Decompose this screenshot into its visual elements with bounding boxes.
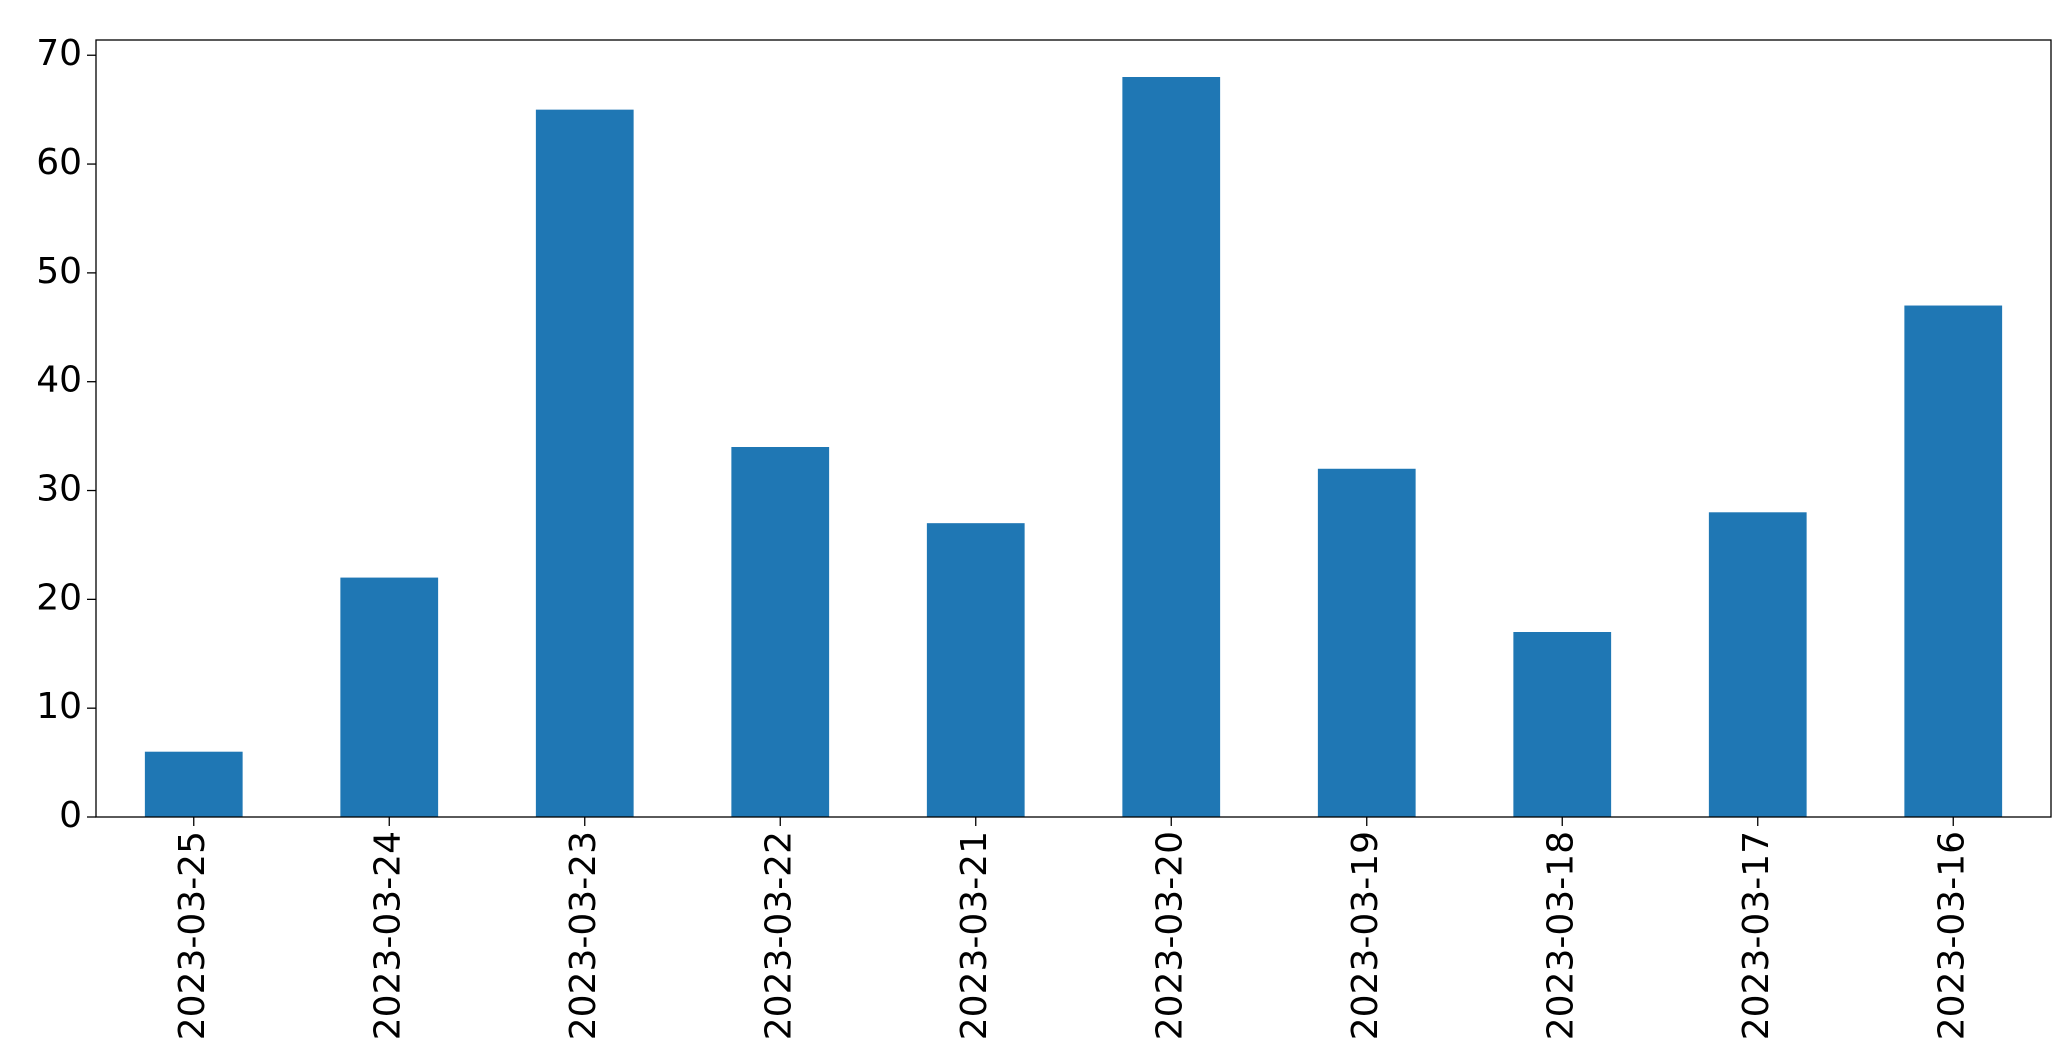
bar xyxy=(144,751,243,817)
bar xyxy=(535,109,634,818)
y-tick-label: 10 xyxy=(36,686,82,727)
y-tick-label: 50 xyxy=(36,251,82,292)
x-tick-label: 2023-03-20 xyxy=(1149,831,1190,1040)
x-tick-label: 2023-03-24 xyxy=(367,831,408,1040)
x-tick-label: 2023-03-17 xyxy=(1736,831,1777,1040)
bar xyxy=(1513,632,1612,817)
x-tick-label: 2023-03-19 xyxy=(1345,831,1386,1040)
y-tick-label: 20 xyxy=(36,577,82,618)
y-tick-label: 70 xyxy=(36,33,82,74)
x-tick-label: 2023-03-18 xyxy=(1540,831,1581,1040)
bar xyxy=(340,577,439,817)
x-tick-label: 2023-03-22 xyxy=(758,831,799,1040)
x-tick-label: 2023-03-21 xyxy=(954,831,995,1040)
x-tick-label: 2023-03-25 xyxy=(172,831,213,1040)
plot-frame xyxy=(95,39,2052,818)
y-tick-label: 40 xyxy=(36,360,82,401)
bar xyxy=(1708,512,1807,817)
y-tick-label: 60 xyxy=(36,142,82,183)
bar xyxy=(1122,77,1221,817)
bar xyxy=(731,447,830,817)
x-tick-label: 2023-03-16 xyxy=(1931,831,1972,1040)
y-tick-label: 30 xyxy=(36,469,82,510)
bar xyxy=(1317,468,1416,817)
x-tick-label: 2023-03-23 xyxy=(563,831,604,1040)
bar xyxy=(926,523,1025,817)
y-tick-label: 0 xyxy=(59,795,82,836)
bar xyxy=(1904,305,2003,817)
